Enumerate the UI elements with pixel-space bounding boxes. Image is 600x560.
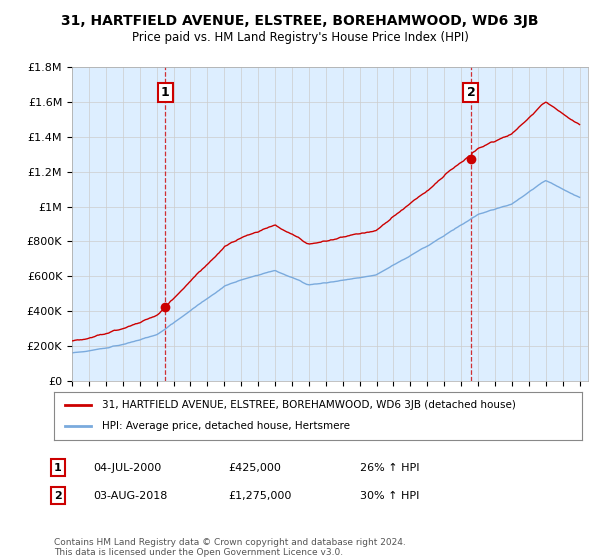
Text: £1,275,000: £1,275,000 bbox=[228, 491, 292, 501]
Text: Contains HM Land Registry data © Crown copyright and database right 2024.
This d: Contains HM Land Registry data © Crown c… bbox=[54, 538, 406, 557]
Text: 03-AUG-2018: 03-AUG-2018 bbox=[93, 491, 167, 501]
Text: 2: 2 bbox=[54, 491, 62, 501]
Text: £425,000: £425,000 bbox=[228, 463, 281, 473]
Text: 31, HARTFIELD AVENUE, ELSTREE, BOREHAMWOOD, WD6 3JB (detached house): 31, HARTFIELD AVENUE, ELSTREE, BOREHAMWO… bbox=[101, 400, 515, 410]
Text: 2: 2 bbox=[467, 86, 475, 99]
Text: HPI: Average price, detached house, Hertsmere: HPI: Average price, detached house, Hert… bbox=[101, 421, 350, 431]
Text: 04-JUL-2000: 04-JUL-2000 bbox=[93, 463, 161, 473]
Text: 26% ↑ HPI: 26% ↑ HPI bbox=[360, 463, 419, 473]
Text: 1: 1 bbox=[54, 463, 62, 473]
Text: Price paid vs. HM Land Registry's House Price Index (HPI): Price paid vs. HM Land Registry's House … bbox=[131, 31, 469, 44]
Text: 1: 1 bbox=[161, 86, 169, 99]
Text: 31, HARTFIELD AVENUE, ELSTREE, BOREHAMWOOD, WD6 3JB: 31, HARTFIELD AVENUE, ELSTREE, BOREHAMWO… bbox=[61, 14, 539, 28]
Text: 30% ↑ HPI: 30% ↑ HPI bbox=[360, 491, 419, 501]
